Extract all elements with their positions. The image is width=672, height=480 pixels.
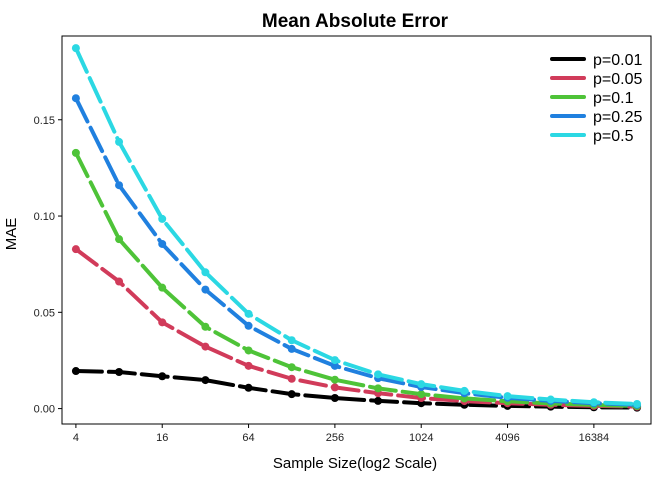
legend-item: p=0.01 <box>550 52 642 69</box>
legend-label: p=0.25 <box>593 109 642 126</box>
series-line <box>73 150 640 409</box>
y-tick-label: 0.05 <box>34 307 55 319</box>
series-p-0-5 <box>71 44 642 408</box>
series-line <box>73 46 640 406</box>
y-tick-label: 0.10 <box>34 211 55 223</box>
data-point <box>201 342 210 351</box>
data-point <box>201 268 210 277</box>
data-point <box>589 398 598 407</box>
data-point <box>158 372 167 381</box>
data-point <box>115 277 124 286</box>
data-point <box>503 392 512 401</box>
x-tick-label: 16384 <box>579 432 610 444</box>
chart-legend: p=0.01 p=0.05 p=0.1 p=0.25 p=0.5 <box>550 52 642 145</box>
x-tick-label: 1024 <box>409 432 433 444</box>
data-point <box>287 336 296 345</box>
data-point <box>417 390 426 399</box>
data-point <box>71 44 80 53</box>
data-point <box>287 390 296 399</box>
data-point <box>374 384 383 393</box>
data-point <box>244 346 253 355</box>
data-point <box>374 396 383 405</box>
legend-item: p=0.05 <box>550 71 642 88</box>
data-point <box>330 394 339 403</box>
data-point <box>158 283 167 292</box>
data-point <box>546 395 555 404</box>
legend-item: p=0.25 <box>550 109 642 126</box>
legend-item: p=0.1 <box>550 90 634 107</box>
x-tick-label: 256 <box>326 432 344 444</box>
series-p-0-25 <box>71 94 642 409</box>
x-tick-label: 64 <box>242 432 254 444</box>
data-point <box>201 376 210 385</box>
data-point <box>287 344 296 353</box>
data-point <box>115 235 124 244</box>
data-point <box>115 137 124 146</box>
data-point <box>244 361 253 370</box>
data-point <box>201 285 210 294</box>
data-point <box>287 374 296 383</box>
data-point <box>115 181 124 190</box>
data-point <box>287 363 296 372</box>
data-point <box>330 356 339 365</box>
data-point <box>158 214 167 223</box>
legend-label: p=0.1 <box>593 90 634 107</box>
data-point <box>244 309 253 318</box>
data-point <box>158 239 167 248</box>
legend-item: p=0.5 <box>550 128 634 145</box>
data-point <box>244 383 253 392</box>
plot-axes: 4 16 64 256 1024 4096 16384 0.00 0.05 0.10 0.15 <box>34 35 652 444</box>
data-point <box>633 399 642 408</box>
plot-series <box>71 44 642 412</box>
x-axis-label: Sample Size(log2 Scale) <box>273 455 437 472</box>
y-tick-label: 0.15 <box>34 115 55 127</box>
y-axis-label: MAE <box>3 218 20 251</box>
data-point <box>417 380 426 389</box>
y-tick-label: 0.00 <box>34 404 55 416</box>
data-point <box>71 367 80 376</box>
x-tick-label: 4096 <box>495 432 519 444</box>
data-point <box>330 361 339 370</box>
x-tick-label: 16 <box>156 432 168 444</box>
x-tick-label: 4 <box>73 432 79 444</box>
data-point <box>374 370 383 379</box>
legend-label: p=0.05 <box>593 71 642 88</box>
plot-frame <box>61 35 652 425</box>
data-point <box>158 318 167 327</box>
series-line <box>73 96 640 407</box>
data-point <box>71 245 80 254</box>
data-point <box>330 383 339 392</box>
data-point <box>115 368 124 377</box>
legend-label: p=0.01 <box>593 52 642 69</box>
data-point <box>201 322 210 331</box>
data-point <box>244 321 253 330</box>
data-point <box>330 375 339 384</box>
data-point <box>71 148 80 157</box>
series-line <box>73 369 640 410</box>
chart-title: Mean Absolute Error <box>262 11 449 32</box>
data-point <box>460 386 469 395</box>
legend-label: p=0.5 <box>593 128 634 145</box>
data-point <box>71 94 80 103</box>
